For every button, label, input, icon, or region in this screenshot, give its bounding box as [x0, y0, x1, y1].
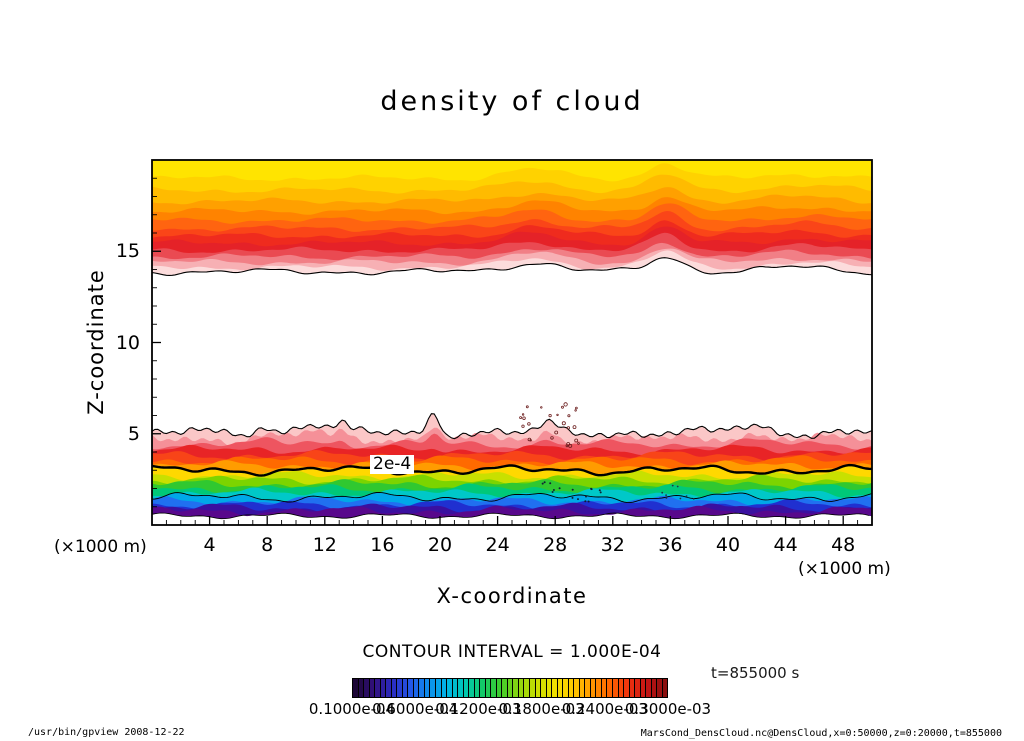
colorbar-cell — [413, 679, 420, 697]
colorbar-cell — [447, 679, 453, 697]
colorbar-cell — [441, 679, 448, 697]
colorbar-label: 0.6000e-04 — [372, 700, 459, 718]
y-axis-unit-label: (×1000 m) — [54, 537, 147, 557]
colorbar-cell — [424, 679, 431, 697]
y-tick-label: 5 — [127, 422, 140, 445]
colorbar-cell — [369, 679, 376, 697]
colorbar-cell — [601, 679, 608, 697]
x-tick-label: 8 — [261, 534, 274, 556]
colorbar-cell — [574, 679, 580, 697]
colorbar-cell — [662, 679, 668, 697]
contour-level-label: 2e-4 — [370, 455, 415, 474]
colorbar-tick-labels: 0.1000e-04 0.6000e-04 0.1200e-03 0.1800e-03… — [0, 700, 1024, 718]
x-tick-label: 40 — [715, 534, 741, 556]
colorbar-cell — [535, 679, 542, 697]
colorbar-cell — [507, 679, 514, 697]
contour-interval-text: CONTOUR INTERVAL = 1.000E-04 — [362, 642, 662, 662]
colorbar-cell — [552, 679, 558, 697]
colorbar-cell — [612, 679, 619, 697]
x-tick-label: 20 — [427, 534, 453, 556]
colorbar-cell — [458, 679, 464, 697]
colorbar-cell — [618, 679, 625, 697]
x-tick-label: 24 — [485, 534, 510, 556]
colorbar — [352, 678, 668, 698]
colorbar-cell — [353, 679, 359, 697]
colorbar-cell — [397, 679, 403, 697]
colorbar-cell — [375, 679, 381, 697]
colorbar-cell — [557, 679, 564, 697]
colorbar-cell — [386, 679, 392, 697]
colorbar-cell — [635, 679, 641, 697]
colorbar-cell — [524, 679, 530, 697]
colorbar-cell — [629, 679, 636, 697]
colorbar-cell — [364, 679, 370, 697]
plot-title: density of cloud — [380, 86, 644, 117]
x-tick-label: 44 — [773, 534, 798, 556]
colorbar-cell — [408, 679, 414, 697]
colorbar-cell — [590, 679, 597, 697]
x-tick-label: 12 — [312, 534, 337, 556]
colorbar-cell — [563, 679, 569, 697]
y-tick-label: 15 — [115, 240, 140, 263]
colorbar-label: 0.1000e-04 — [308, 700, 396, 718]
colorbar-cell — [607, 679, 613, 697]
colorbar-cell — [579, 679, 586, 697]
colorbar-cell — [651, 679, 658, 697]
x-axis-title: X-coordinate — [436, 584, 588, 608]
colorbar-cell — [402, 679, 409, 697]
colorbar-cell — [568, 679, 575, 697]
colorbar-cell — [585, 679, 591, 697]
x-tick-label: 28 — [543, 534, 568, 556]
colorbar-label: 0.2400e-03 — [561, 700, 648, 718]
colorbar-cell — [624, 679, 630, 697]
colorbar-cell — [596, 679, 602, 697]
y-axis-title: Z-coordinate — [84, 269, 108, 415]
colorbar-cell — [358, 679, 365, 697]
colorbar-cell — [513, 679, 519, 697]
colorbar-cell — [640, 679, 647, 697]
x-tick-label: 32 — [600, 534, 625, 556]
colorbar-label: 0.1200e-03 — [435, 700, 522, 718]
colorbar-cell — [463, 679, 470, 697]
y-tick-label: 10 — [115, 331, 140, 354]
x-tick-label: 36 — [658, 534, 683, 556]
colorbar-cell — [496, 679, 503, 697]
colorbar-label: 0.1800e-03 — [498, 700, 585, 718]
x-tick-label: 16 — [370, 534, 395, 556]
colorbar-cell — [474, 679, 481, 697]
colorbar-cell — [485, 679, 492, 697]
x-tick-label: 4 — [203, 534, 216, 556]
colorbar-cell — [480, 679, 486, 697]
colorbar-cell — [380, 679, 387, 697]
colorbar-cell — [546, 679, 553, 697]
colorbar-cell — [518, 679, 525, 697]
footer-command-path: /usr/bin/gpview 2008-12-22 — [28, 727, 185, 738]
colorbar-cell — [541, 679, 547, 697]
colorbar-cell — [657, 679, 663, 697]
colorbar-cell — [435, 679, 442, 697]
time-stamp-label: t=855000 s — [711, 664, 800, 682]
colorbar-cell — [419, 679, 425, 697]
colorbar-cell — [491, 679, 497, 697]
colorbar-cell — [452, 679, 459, 697]
colorbar-cell — [646, 679, 652, 697]
colorbar-cell — [530, 679, 536, 697]
colorbar-cell — [469, 679, 475, 697]
colorbar-cell — [430, 679, 436, 697]
x-axis-unit-label: (×1000 m) — [798, 559, 891, 579]
footer-data-source: MarsCond_DensCloud.nc@DensCloud,x=0:5000… — [640, 728, 1002, 739]
colorbar-cell — [391, 679, 398, 697]
x-tick-label: 48 — [831, 534, 856, 556]
colorbar-label: 0.3000e-03 — [624, 700, 712, 718]
colorbar-cell — [502, 679, 508, 697]
